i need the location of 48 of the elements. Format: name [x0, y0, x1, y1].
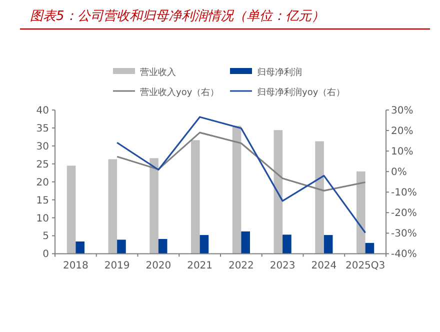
- x-tick-label: 2021: [187, 260, 213, 272]
- bar: [282, 234, 292, 254]
- bar: [200, 235, 209, 254]
- legend-label: 归母净利润: [257, 67, 302, 78]
- y2-tick-label: -30%: [391, 228, 417, 240]
- x-tick-label: 2025Q3: [345, 260, 386, 272]
- y-tick-label: 25: [36, 159, 49, 170]
- y2-tick-label: 30%: [391, 106, 414, 116]
- y2-tick-label: -40%: [391, 249, 417, 260]
- y2-tick-label: 10%: [391, 146, 414, 158]
- bar: [365, 242, 374, 254]
- bar: [66, 166, 76, 254]
- bar: [232, 126, 242, 254]
- y2-tick-label: 0%: [391, 167, 407, 178]
- x-tick-label: 2023: [270, 260, 296, 272]
- y-tick-label: 35: [36, 123, 49, 134]
- line-series: [116, 116, 366, 234]
- y-tick-label: 5: [42, 231, 49, 242]
- x-tick-label: 2018: [62, 260, 88, 272]
- y2-tick-label: -10%: [391, 188, 417, 199]
- bar: [324, 235, 333, 254]
- bar: [191, 140, 200, 254]
- bar: [356, 171, 366, 254]
- x-tick-label: 2019: [104, 260, 130, 272]
- bar: [241, 231, 250, 254]
- bar: [274, 130, 283, 254]
- bar: [315, 141, 324, 254]
- x-tick-label: 2024: [311, 260, 337, 272]
- y-tick-label: 30: [36, 141, 49, 152]
- bar: [76, 241, 84, 254]
- y2-tick-label: -20%: [391, 208, 417, 220]
- bar: [108, 159, 118, 254]
- legend-label: 营业收入yoy（右）: [140, 87, 220, 98]
- line-series: [116, 132, 366, 192]
- legend-label: 归母净利润yoy（右）: [257, 87, 346, 98]
- bar: [150, 158, 158, 254]
- y-tick-label: 0: [42, 249, 49, 260]
- y-tick-label: 20: [36, 177, 49, 188]
- x-tick-label: 2022: [228, 260, 254, 272]
- x-tick-label: 2020: [146, 260, 172, 272]
- chart-title: 图表5：公司营收和归母净利润情况（单位：亿元）: [30, 9, 324, 24]
- legend-label: 营业收入: [140, 67, 176, 78]
- y-tick-label: 10: [36, 213, 49, 224]
- y-tick-label: 40: [36, 106, 49, 116]
- bar: [158, 238, 168, 254]
- bar: [117, 240, 126, 254]
- y2-tick-label: 20%: [391, 126, 414, 138]
- y-tick-label: 15: [36, 195, 49, 206]
